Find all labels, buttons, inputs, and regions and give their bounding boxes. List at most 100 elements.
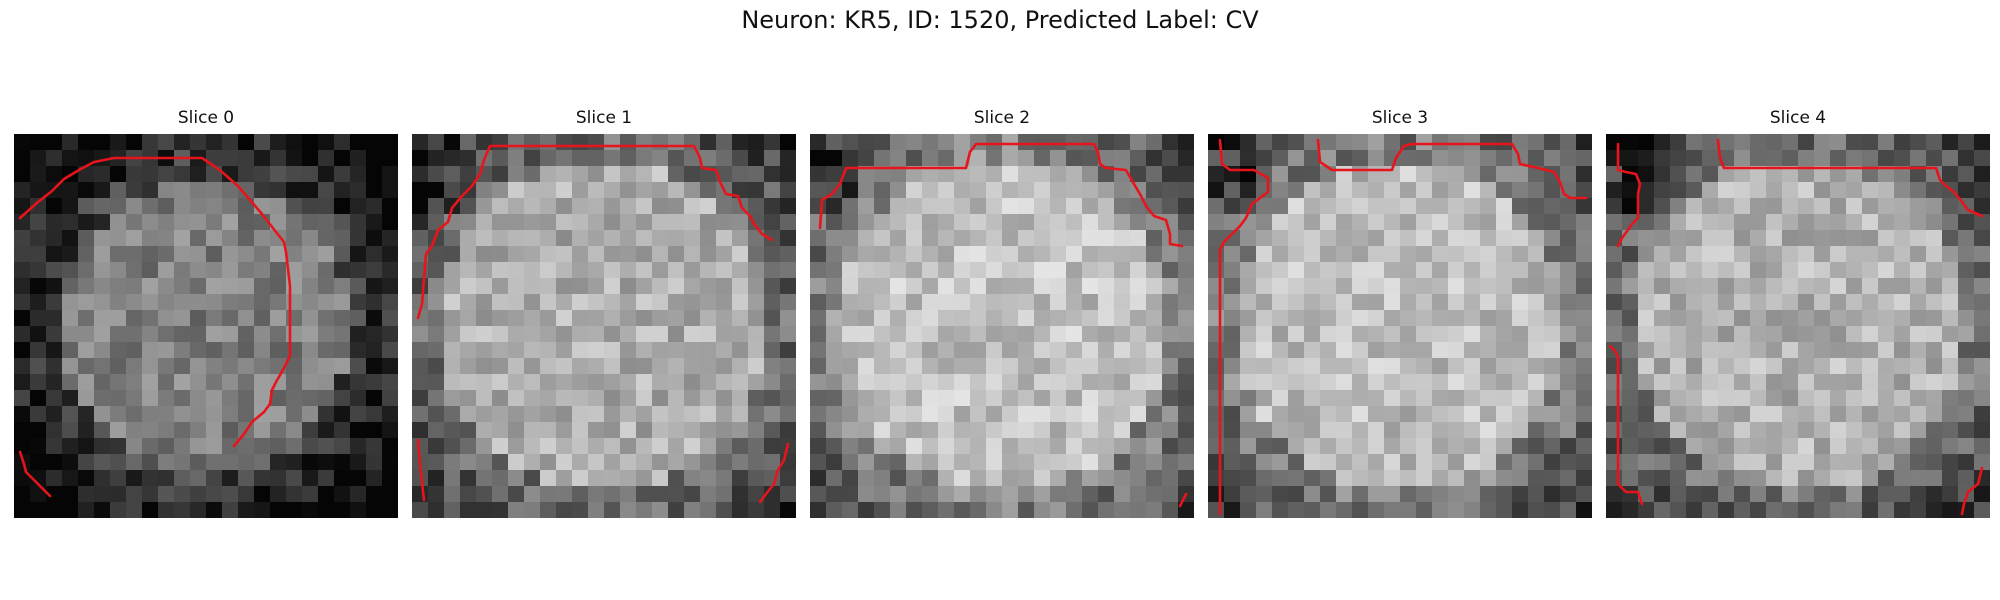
pixel bbox=[636, 230, 653, 247]
pixel bbox=[1448, 486, 1465, 503]
pixel bbox=[1480, 342, 1497, 359]
pixel bbox=[382, 134, 398, 151]
pixel bbox=[922, 502, 939, 518]
pixel bbox=[1894, 486, 1911, 503]
pixel bbox=[922, 230, 939, 247]
pixel bbox=[412, 294, 429, 311]
pixel bbox=[1320, 390, 1337, 407]
pixel bbox=[1416, 134, 1433, 151]
pixel bbox=[1432, 358, 1449, 375]
pixel bbox=[1910, 342, 1927, 359]
pixel bbox=[1146, 342, 1163, 359]
pixel bbox=[222, 294, 239, 311]
pixel bbox=[604, 294, 621, 311]
pixel bbox=[1272, 198, 1289, 215]
slice-panel-1: Slice 1 bbox=[412, 108, 796, 522]
pixel bbox=[1528, 422, 1545, 439]
pixel bbox=[110, 198, 127, 215]
pixel bbox=[1002, 246, 1019, 263]
pixel bbox=[732, 390, 749, 407]
pixel bbox=[270, 214, 287, 231]
pixel bbox=[588, 198, 605, 215]
pixel bbox=[14, 294, 31, 311]
pixel bbox=[810, 262, 827, 279]
pixel bbox=[1734, 230, 1751, 247]
pixel bbox=[524, 182, 541, 199]
pixel bbox=[572, 486, 589, 503]
pixel bbox=[1894, 454, 1911, 471]
pixel bbox=[1926, 246, 1943, 263]
pixel bbox=[572, 182, 589, 199]
pixel bbox=[1368, 310, 1385, 327]
pixel bbox=[286, 294, 303, 311]
pixel bbox=[636, 310, 653, 327]
pixel bbox=[382, 502, 398, 518]
pixel bbox=[1878, 422, 1895, 439]
pixel bbox=[1734, 454, 1751, 471]
pixel bbox=[1034, 182, 1051, 199]
pixel bbox=[142, 294, 159, 311]
pixel bbox=[1830, 326, 1847, 343]
pixel bbox=[1512, 310, 1529, 327]
pixel bbox=[1018, 182, 1035, 199]
pixel bbox=[986, 326, 1003, 343]
pixel bbox=[1766, 198, 1783, 215]
pixel bbox=[444, 390, 461, 407]
pixel bbox=[1066, 230, 1083, 247]
pixel bbox=[1654, 502, 1671, 518]
pixel bbox=[444, 294, 461, 311]
pixel bbox=[78, 310, 95, 327]
pixel bbox=[508, 470, 525, 487]
pixel bbox=[556, 358, 573, 375]
pixel bbox=[588, 358, 605, 375]
pixel bbox=[1622, 166, 1639, 183]
pixel bbox=[1942, 246, 1959, 263]
pixel bbox=[1622, 150, 1639, 167]
pixel bbox=[334, 310, 351, 327]
pixel bbox=[1272, 150, 1289, 167]
pixel bbox=[302, 326, 319, 343]
pixel bbox=[826, 230, 843, 247]
pixel bbox=[540, 214, 557, 231]
pixel bbox=[1256, 406, 1273, 423]
pixel bbox=[158, 486, 175, 503]
pixel bbox=[1336, 278, 1353, 295]
pixel bbox=[1304, 246, 1321, 263]
pixel bbox=[556, 294, 573, 311]
pixel bbox=[1240, 358, 1257, 375]
pixel bbox=[748, 150, 765, 167]
pixel bbox=[254, 470, 271, 487]
pixel bbox=[174, 374, 191, 391]
pixel bbox=[158, 262, 175, 279]
pixel bbox=[78, 294, 95, 311]
pixel bbox=[1288, 438, 1305, 455]
pixel bbox=[1654, 374, 1671, 391]
pixel bbox=[1974, 358, 1990, 375]
pixel bbox=[1638, 390, 1655, 407]
pixel bbox=[1114, 198, 1131, 215]
pixel bbox=[1416, 454, 1433, 471]
slice-title: Slice 2 bbox=[973, 108, 1031, 128]
pixel bbox=[1496, 422, 1513, 439]
pixel bbox=[1002, 358, 1019, 375]
slice-title: Slice 3 bbox=[1371, 108, 1429, 128]
pixel bbox=[1002, 150, 1019, 167]
pixel bbox=[1734, 278, 1751, 295]
pixel bbox=[1576, 406, 1592, 423]
pixel bbox=[1942, 502, 1959, 518]
pixel bbox=[1766, 358, 1783, 375]
pixel bbox=[142, 438, 159, 455]
pixel bbox=[1400, 326, 1417, 343]
pixel bbox=[1942, 374, 1959, 391]
pixel bbox=[1146, 294, 1163, 311]
pixel bbox=[1448, 214, 1465, 231]
pixel bbox=[174, 358, 191, 375]
pixel bbox=[1178, 326, 1194, 343]
pixel bbox=[858, 310, 875, 327]
pixel bbox=[1178, 502, 1194, 518]
pixel bbox=[1782, 262, 1799, 279]
contour-segment bbox=[416, 144, 774, 320]
pixel bbox=[1560, 486, 1577, 503]
pixel bbox=[1464, 230, 1481, 247]
pixel bbox=[110, 246, 127, 263]
